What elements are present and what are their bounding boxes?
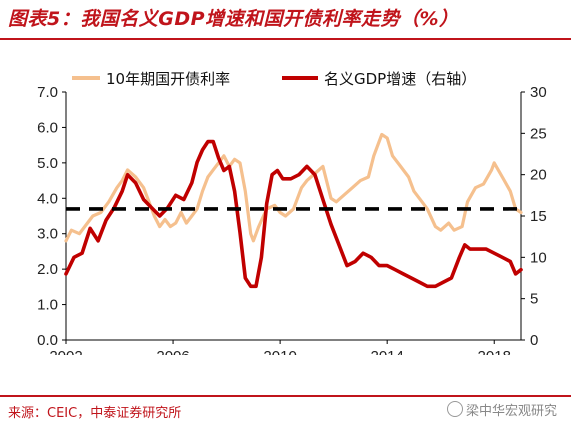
y-right-tick-label: 5	[530, 291, 538, 308]
y-right-tick-label: 10	[530, 249, 547, 266]
legend-label-rate: 10年期国开债利率	[106, 70, 230, 88]
y-left-tick-label: 1.0	[37, 297, 58, 314]
x-tick-label: 2002	[49, 348, 82, 355]
chart-legend: 10年期国开债利率 名义GDP增速（右轴）	[72, 70, 476, 88]
chart-axes: 0.0 1.0 2.0 3.0 4.0 5.0 6.0 7.0 0 5 10 15 20 25 30 2002…	[37, 84, 547, 355]
y-left-tick-label: 2.0	[37, 261, 58, 278]
chart-lines	[64, 132, 523, 289]
chart-title: 图表5：我国名义GDP增速和国开债利率走势（%）	[8, 8, 459, 30]
y-right-tick-label: 20	[530, 167, 547, 184]
legend-label-gdp: 名义GDP增速（右轴）	[324, 70, 476, 88]
series-line-gdp	[64, 139, 523, 289]
x-tick-label: 2014	[370, 348, 403, 355]
source-note: 来源：CEIC，中泰证券研究所	[8, 406, 182, 421]
x-tick-label: 2010	[263, 348, 296, 355]
y-right-tick-label: 15	[530, 208, 547, 225]
wechat-icon	[446, 401, 463, 417]
watermark-text: 梁中华宏观研究	[465, 404, 557, 419]
y-left-tick-label: 4.0	[37, 190, 58, 207]
y-right-tick-label: 0	[530, 332, 538, 349]
y-left-tick-label: 6.0	[37, 119, 58, 136]
series-line-rate	[64, 132, 523, 243]
watermark: 梁中华宏观研究	[446, 400, 557, 419]
x-tick-label: 2018	[478, 348, 511, 355]
y-right-tick-label: 30	[530, 84, 547, 101]
title-rule	[0, 38, 571, 40]
x-tick-label: 2006	[156, 348, 189, 355]
y-left-tick-label: 0.0	[37, 332, 58, 349]
y-right-tick-label: 25	[530, 125, 547, 142]
line-chart: 0.0 1.0 2.0 3.0 4.0 5.0 6.0 7.0 0 5 10 15 20 25 30 2002…	[37, 70, 547, 355]
y-left-tick-label: 3.0	[37, 226, 58, 243]
y-left-tick-label: 7.0	[37, 84, 58, 101]
source-rule	[0, 395, 571, 397]
y-left-tick-label: 5.0	[37, 155, 58, 172]
